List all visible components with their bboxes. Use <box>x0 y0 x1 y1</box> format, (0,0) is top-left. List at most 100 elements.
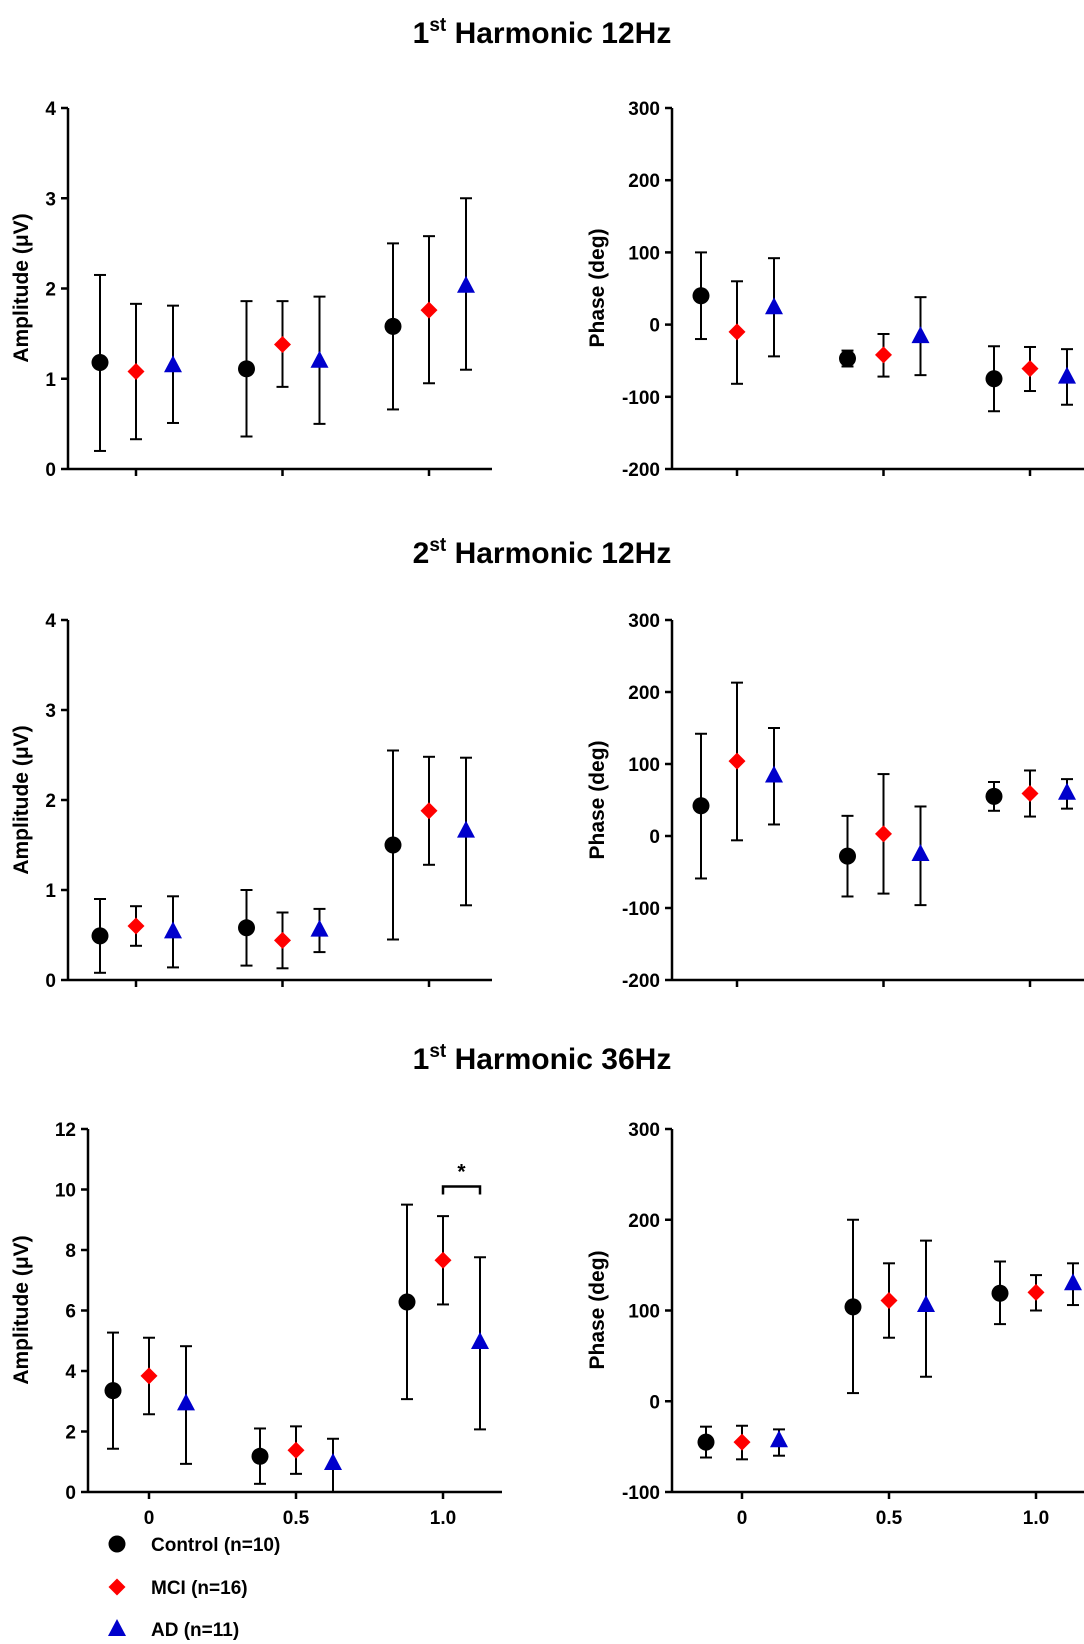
legend: Control (n=10) MCI (n=16) AD (n=11) <box>108 1535 280 1641</box>
x-tick-label: 1.0 <box>1023 1508 1049 1529</box>
section-title-2: 2st Harmonic 12Hz <box>413 535 672 570</box>
y-axis-label: Amplitude (μV) <box>10 213 33 362</box>
mci-point <box>420 301 438 319</box>
control-point <box>844 1298 862 1316</box>
phase-chart-1st-harmonic-12hz: -200 -100 0 100 200 300 Phase (deg) <box>586 99 1084 481</box>
control-point <box>91 927 109 945</box>
control-point <box>692 797 710 815</box>
y-tick-label: 100 <box>628 755 660 776</box>
y-tick-label: 100 <box>628 1302 660 1323</box>
ad-point <box>1064 1273 1082 1291</box>
ad-point <box>911 844 930 861</box>
control-point <box>238 919 255 937</box>
control-point <box>697 1433 715 1451</box>
section-title-1: 1st Harmonic 12Hz <box>413 15 672 50</box>
ad-point <box>917 1295 935 1313</box>
y-tick-label: -200 <box>622 460 660 481</box>
ad-point <box>1058 366 1076 384</box>
control-point <box>104 1382 122 1400</box>
mci-point <box>287 1441 305 1459</box>
y-tick-label: 3 <box>45 189 56 210</box>
y-tick-label: 4 <box>45 611 56 632</box>
mci-point <box>733 1433 751 1451</box>
control-point <box>91 354 109 372</box>
x-tick-label: 1.0 <box>430 1508 456 1529</box>
y-tick-label: 300 <box>628 611 660 632</box>
y-tick-label: 3 <box>45 701 56 722</box>
ad-point <box>164 355 182 373</box>
control-point <box>384 836 402 854</box>
mci-point <box>1021 785 1039 803</box>
ad-point <box>765 765 783 783</box>
section-title-3: 1st Harmonic 36Hz <box>413 1041 672 1076</box>
x-tick-label: 0.5 <box>283 1508 310 1529</box>
y-tick-label: 0 <box>45 460 56 481</box>
y-tick-label: 1 <box>45 370 56 391</box>
y-tick-label: -100 <box>622 899 660 920</box>
mci-point <box>434 1251 452 1269</box>
control-point <box>692 287 710 305</box>
legend-label: Control (n=10) <box>151 1535 280 1556</box>
y-tick-label: -200 <box>622 971 660 992</box>
y-tick-label: 200 <box>628 171 660 192</box>
y-tick-label: 2 <box>65 1423 76 1444</box>
x-tick-label: 0.5 <box>876 1508 903 1529</box>
ad-point <box>770 1430 788 1448</box>
control-point <box>251 1447 269 1465</box>
control-point <box>991 1284 1009 1302</box>
mci-point <box>140 1367 158 1385</box>
ad-point <box>164 921 182 939</box>
ad-point <box>457 275 475 293</box>
y-tick-label: 10 <box>55 1181 76 1202</box>
control-point <box>398 1293 416 1311</box>
y-tick-label: 200 <box>628 683 660 704</box>
mci-point <box>880 1292 898 1310</box>
mci-point <box>875 825 892 843</box>
y-axis-label: Phase (deg) <box>586 1250 609 1369</box>
amplitude-chart-1st-harmonic-36hz: 0 2 4 6 8 10 12 0 0.5 1.0 Amplitude (μV) <box>10 1120 502 1529</box>
y-tick-label: -100 <box>622 388 660 409</box>
ad-point <box>765 297 783 315</box>
ad-point <box>457 820 475 838</box>
y-tick-label: 200 <box>628 1211 660 1232</box>
legend-label: MCI (n=16) <box>151 1578 248 1599</box>
phase-chart-2st-harmonic-12hz: -200 -100 0 100 200 300 Phase (deg) <box>586 611 1084 992</box>
ad-point <box>310 919 329 937</box>
x-tick-label: 0 <box>737 1508 748 1529</box>
control-point <box>985 787 1003 805</box>
mci-point <box>1027 1283 1045 1301</box>
legend-marker-ad <box>108 1619 126 1636</box>
y-tick-label: 4 <box>45 99 56 120</box>
phase-chart-1st-harmonic-36hz: -100 0 100 200 300 0 0.5 1.0 Phase (deg) <box>586 1120 1084 1529</box>
mci-point <box>274 931 291 949</box>
ad-point <box>471 1331 489 1349</box>
ad-point <box>310 350 329 368</box>
y-tick-label: 100 <box>628 243 660 264</box>
y-tick-label: 1 <box>45 881 56 902</box>
y-tick-label: 6 <box>65 1302 76 1323</box>
y-tick-label: 0 <box>649 827 660 848</box>
y-tick-label: -100 <box>622 1483 660 1504</box>
mci-point <box>420 802 438 820</box>
mci-point <box>1021 360 1039 378</box>
mci-point <box>728 752 746 770</box>
ad-point <box>177 1393 195 1411</box>
ad-point <box>324 1452 342 1470</box>
mci-point <box>875 346 892 364</box>
y-tick-label: 300 <box>628 99 660 120</box>
legend-item-ad: AD (n=11) <box>108 1619 239 1641</box>
y-tick-label: 12 <box>55 1120 76 1141</box>
y-tick-label: 0 <box>45 971 56 992</box>
legend-item-mci: MCI (n=16) <box>108 1578 248 1599</box>
amplitude-chart-2st-harmonic-12hz: 0 1 2 3 4 Amplitude (μV) <box>10 611 492 992</box>
y-tick-label: 0 <box>649 316 660 337</box>
y-axis-label: Phase (deg) <box>586 228 609 347</box>
mci-point <box>274 335 291 353</box>
ad-point <box>1058 782 1076 800</box>
control-point <box>238 360 255 378</box>
y-tick-label: 0 <box>649 1392 660 1413</box>
mci-point <box>728 323 746 341</box>
y-axis-label: Amplitude (μV) <box>10 1235 33 1384</box>
y-tick-label: 0 <box>65 1483 76 1504</box>
